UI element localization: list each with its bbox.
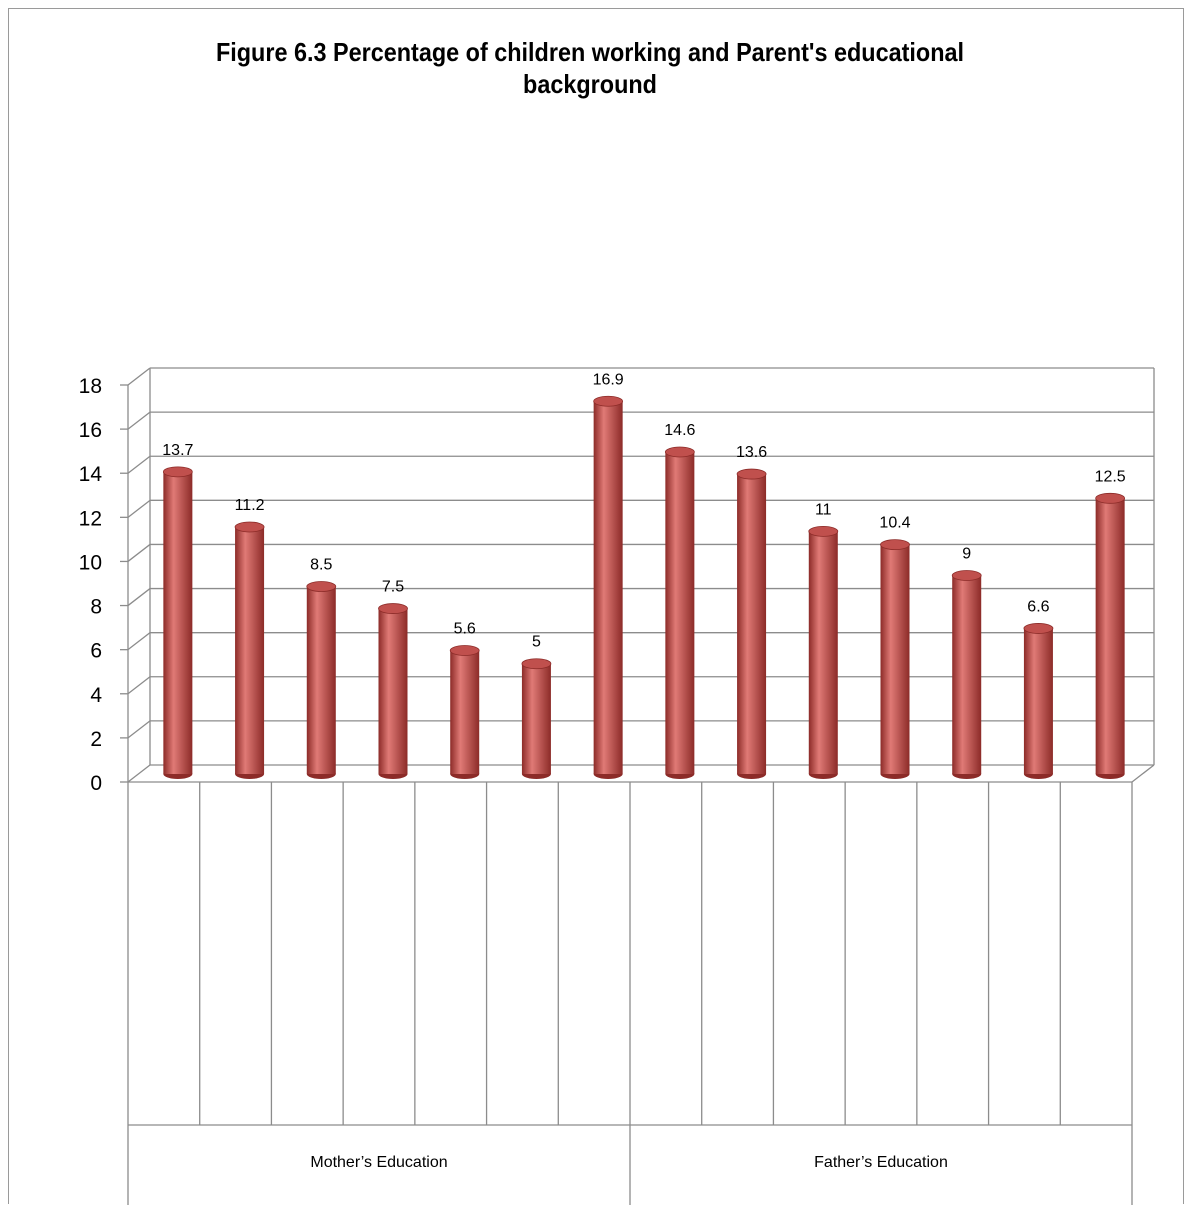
data-label: 7.5	[382, 579, 404, 596]
y-tick-label: 14	[79, 463, 103, 486]
bar-body	[665, 451, 695, 774]
bar	[378, 603, 408, 779]
bar-top	[736, 468, 767, 480]
bar-body	[880, 544, 910, 774]
bar	[951, 570, 982, 779]
axes: 0 2 4 6 8 10 12 14 16 18	[79, 368, 1155, 795]
data-label: 8.5	[310, 557, 332, 574]
bar-body	[306, 586, 336, 774]
data-label: 11	[815, 501, 832, 518]
bar	[306, 581, 337, 779]
bar	[593, 395, 624, 779]
bar	[664, 446, 695, 779]
group-label: Mother’s Education	[310, 1154, 447, 1171]
floor-right-edge	[1131, 764, 1155, 783]
bar-top	[234, 521, 265, 533]
gridline-side	[127, 632, 151, 651]
bar-top	[951, 570, 982, 581]
bar-top	[162, 466, 193, 478]
bar	[1023, 623, 1054, 779]
bar-top	[449, 645, 480, 656]
data-label: 9	[962, 546, 971, 563]
bar	[808, 525, 839, 779]
bar-body	[378, 608, 408, 774]
bar-top	[880, 539, 910, 551]
gridline-side	[127, 455, 151, 474]
bar-top	[521, 658, 552, 670]
bar-body	[952, 575, 982, 774]
data-label: 11.2	[235, 497, 265, 514]
bar-body	[737, 474, 767, 774]
gridlines	[127, 367, 1154, 783]
gridline-side	[127, 764, 151, 783]
group-label: Father’s Education	[814, 1154, 948, 1171]
y-tick-label: 8	[90, 596, 102, 619]
bar-body	[163, 471, 193, 774]
bar-body	[521, 663, 551, 774]
data-label: 5	[532, 634, 541, 651]
y-tick-label: 4	[90, 684, 102, 707]
y-tick-label: 2	[90, 728, 102, 751]
data-label: 12.5	[1095, 468, 1126, 485]
gridline-side	[127, 720, 151, 739]
y-tick-label: 16	[79, 419, 102, 442]
chart-title: Figure 6.3 Percentage of children workin…	[215, 37, 965, 99]
data-labels: 13.7 11.2 8.5 7.5 5.6 5 16.9 14.6 13.6 11 10.4 9 6.6…	[162, 371, 1126, 650]
data-label: 16.9	[593, 371, 624, 388]
bar-top	[593, 395, 624, 407]
y-tick-label: 18	[79, 375, 102, 398]
bar-body	[1023, 628, 1053, 774]
y-tick-label: 6	[90, 640, 102, 663]
chart-frame	[8, 8, 1184, 1204]
bar	[1095, 492, 1126, 779]
y-tick-label: 0	[90, 772, 102, 795]
bar-body	[808, 531, 838, 774]
data-label: 10.4	[879, 515, 910, 532]
gridline-side	[127, 588, 151, 607]
gridline-side	[127, 543, 151, 562]
bar-top	[1023, 623, 1054, 634]
bar	[234, 521, 265, 779]
bar-body	[1095, 498, 1125, 774]
gridline-side	[127, 676, 151, 695]
data-label: 13.6	[736, 444, 767, 461]
bar	[880, 539, 910, 779]
bar	[521, 658, 552, 779]
x-axis-category-table: Mother’s Education Father’s Education	[127, 782, 1133, 1205]
bar	[736, 468, 767, 779]
bar-body	[450, 650, 480, 774]
y-tick-label: 12	[79, 507, 102, 530]
bar-top	[378, 603, 408, 614]
bar	[162, 466, 193, 779]
bar-top	[1095, 492, 1126, 504]
bar-top	[808, 525, 839, 537]
gridline-side	[127, 499, 151, 518]
data-label: 14.6	[664, 422, 695, 439]
bar-top	[664, 446, 695, 458]
y-tick-label: 10	[79, 551, 102, 574]
bar-body	[593, 401, 623, 774]
bars	[162, 395, 1126, 779]
data-label: 6.6	[1027, 598, 1049, 615]
bar-top	[306, 581, 337, 592]
gridline-side	[127, 367, 151, 386]
bar-body	[235, 526, 265, 774]
gridline-side	[127, 411, 151, 430]
data-label: 13.7	[162, 442, 193, 459]
data-label: 5.6	[454, 620, 476, 637]
bar	[449, 645, 480, 779]
